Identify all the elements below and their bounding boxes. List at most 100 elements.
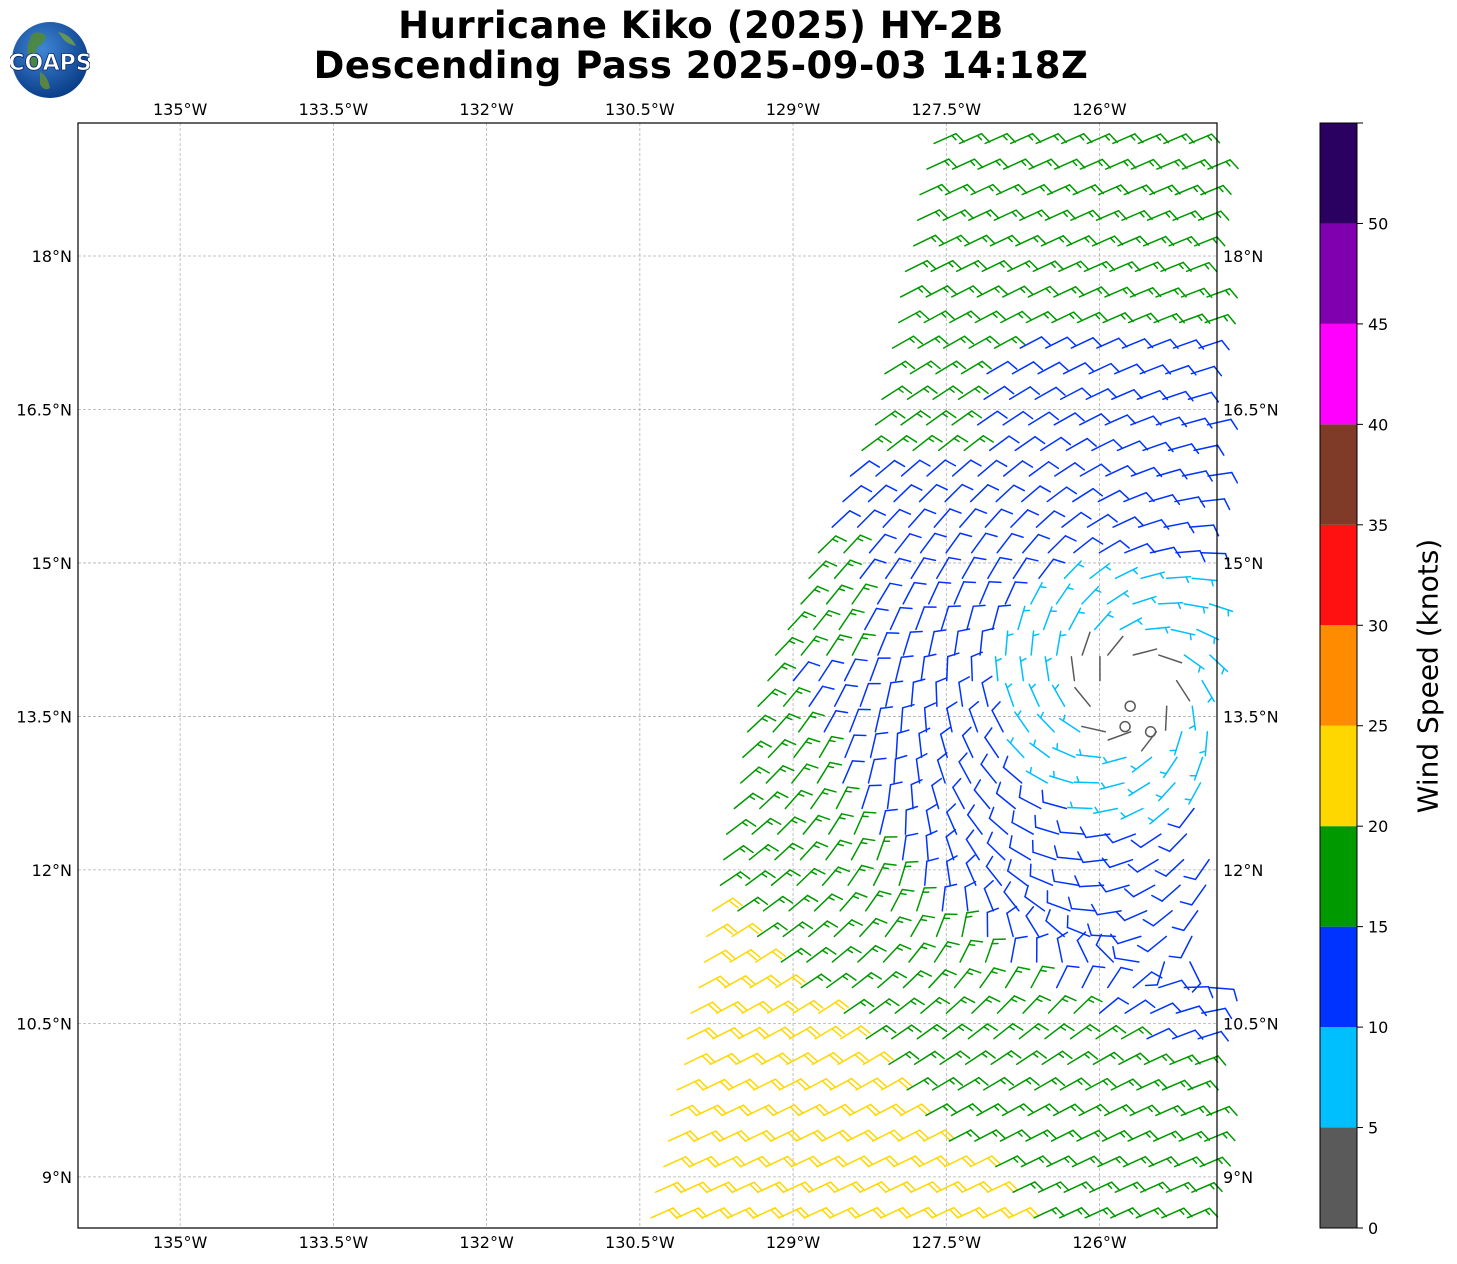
barb-half-flag xyxy=(1089,1157,1096,1164)
barb-full-flag xyxy=(1014,935,1028,940)
barb-full-flag xyxy=(912,335,924,345)
barb-full-flag xyxy=(961,483,974,491)
wind-barb xyxy=(776,816,807,835)
barb-staff xyxy=(996,532,1013,554)
wind-barb xyxy=(920,996,951,1014)
barb-staff xyxy=(971,995,990,1014)
barb-staff xyxy=(944,483,963,503)
wind-barb xyxy=(816,1155,848,1168)
barb-full-flag xyxy=(908,1050,920,1060)
barb-staff xyxy=(1076,939,1089,963)
barb-full-flag xyxy=(906,1181,917,1191)
barb-full-flag xyxy=(751,922,763,932)
wind-barb xyxy=(1188,133,1221,145)
barb-full-flag xyxy=(898,557,912,563)
barb-full-flag xyxy=(1208,1207,1219,1218)
barb-full-flag xyxy=(736,1155,746,1166)
wind-barb xyxy=(1167,807,1195,829)
barb-staff xyxy=(1054,462,1076,477)
wind-barb xyxy=(788,1026,821,1040)
barb-staff xyxy=(1152,1130,1177,1142)
barb-staff xyxy=(1069,1023,1091,1040)
barb-staff xyxy=(1187,1080,1212,1091)
barb-full-flag xyxy=(862,633,876,637)
barb-full-flag xyxy=(918,1129,929,1139)
wind-barb xyxy=(703,949,736,963)
wind-barb xyxy=(1071,1155,1104,1168)
barb-half-flag xyxy=(1109,1053,1116,1060)
lat-tick-label-left: 12°N xyxy=(32,861,72,880)
wind-barb xyxy=(984,727,1000,759)
barb-full-flag xyxy=(863,811,877,814)
wind-barb xyxy=(935,677,948,707)
barb-half-flag xyxy=(1078,134,1085,141)
barb-full-flag xyxy=(1100,286,1111,297)
barb-full-flag xyxy=(831,1028,842,1037)
barb-full-flag xyxy=(826,920,839,928)
barb-staff xyxy=(1206,1105,1230,1117)
wind-barb xyxy=(967,1023,999,1040)
barb-staff xyxy=(1131,756,1153,773)
barb-half-flag xyxy=(859,1001,866,1007)
barb-full-flag xyxy=(846,786,860,790)
barb-staff xyxy=(1149,184,1173,196)
barb-staff xyxy=(899,1103,923,1117)
wind-barb xyxy=(939,1050,971,1066)
barb-full-flag xyxy=(838,1131,849,1142)
barb-staff xyxy=(995,1155,1019,1168)
barb-staff xyxy=(1010,509,1029,528)
wind-barb xyxy=(1083,260,1116,273)
barb-half-flag xyxy=(1076,1208,1083,1215)
wind-barb xyxy=(1148,494,1181,506)
barb-full-flag xyxy=(1134,133,1144,144)
barb-full-flag xyxy=(946,1103,957,1113)
barb-staff xyxy=(833,684,847,707)
lat-tick-label-left: 10.5°N xyxy=(16,1014,72,1033)
barb-full-flag xyxy=(1015,335,1026,346)
barb-full-flag xyxy=(842,1129,853,1140)
wind-barb xyxy=(688,1155,721,1168)
barb-half-flag xyxy=(890,412,898,418)
barb-full-flag xyxy=(1088,235,1098,246)
barb-half-flag xyxy=(1119,1131,1126,1138)
barb-staff xyxy=(1045,920,1065,938)
wind-barb xyxy=(953,581,977,605)
wind-barb xyxy=(808,685,835,707)
barb-full-flag xyxy=(934,1050,945,1060)
wind-barb xyxy=(1140,571,1166,580)
barb-full-flag xyxy=(1051,869,1056,883)
barb-full-flag xyxy=(764,714,777,722)
barb-staff xyxy=(810,788,826,810)
barb-staff xyxy=(787,611,806,631)
barb-half-flag xyxy=(812,844,820,849)
barb-staff xyxy=(1025,915,1040,938)
barb-full-flag xyxy=(1226,1131,1236,1142)
wind-barb xyxy=(765,1155,797,1168)
barb-full-flag xyxy=(1029,1076,1040,1086)
barb-staff xyxy=(1105,158,1129,170)
barb-full-flag xyxy=(1179,468,1188,480)
barb-staff xyxy=(1187,391,1213,400)
barb-full-flag xyxy=(876,1206,887,1217)
barb-staff xyxy=(877,971,897,989)
barb-half-flag xyxy=(866,974,874,980)
barb-staff xyxy=(991,605,1000,631)
barb-staff xyxy=(925,1103,948,1117)
wind-barb xyxy=(904,805,919,835)
barb-full-flag xyxy=(799,1207,810,1217)
wind-barb xyxy=(1012,557,1039,580)
wind-barb xyxy=(1144,961,1166,987)
wind-barb xyxy=(1084,1207,1117,1219)
barb-full-flag xyxy=(965,854,976,864)
barb-full-flag xyxy=(1216,444,1225,456)
wind-barb xyxy=(936,556,962,580)
barb-full-flag xyxy=(989,335,1000,345)
wind-barb xyxy=(886,435,918,452)
barb-staff xyxy=(1091,439,1115,452)
barb-full-flag xyxy=(1224,552,1230,566)
wind-barb xyxy=(709,1052,742,1066)
barb-full-flag xyxy=(1100,413,1111,423)
barb-full-flag xyxy=(989,209,1000,220)
barb-staff xyxy=(1116,440,1141,452)
